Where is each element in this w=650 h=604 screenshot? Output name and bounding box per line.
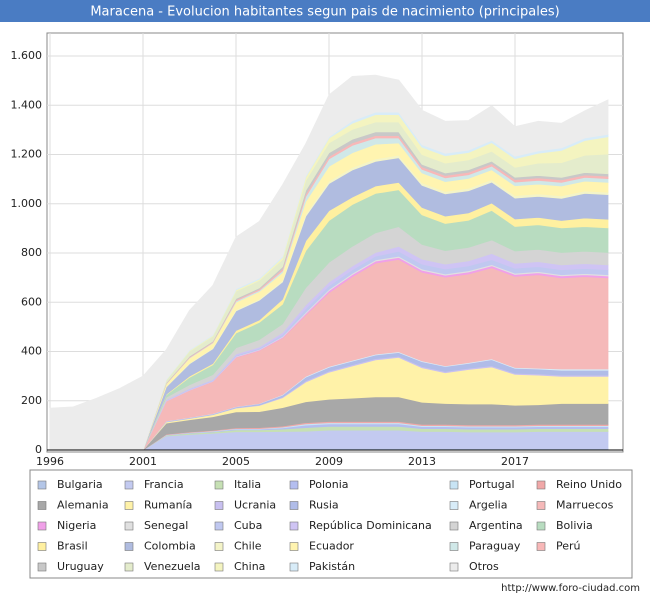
legend-label: Cuba — [234, 519, 262, 532]
legend-swatch — [536, 542, 546, 551]
x-tick-label: 2009 — [315, 455, 343, 468]
legend-label: Rusia — [309, 499, 339, 512]
legend-label: Perú — [556, 540, 581, 553]
legend-swatch — [536, 501, 546, 510]
legend-swatch — [37, 562, 47, 572]
x-tick-label: 2005 — [222, 455, 250, 468]
legend-swatch — [536, 521, 546, 531]
legend-label: Bolivia — [556, 519, 593, 532]
y-tick-label: 200 — [21, 394, 42, 407]
legend-label: Bulgaria — [57, 478, 103, 491]
legend-label: Rumanía — [144, 499, 192, 512]
legend-swatch — [449, 562, 459, 572]
legend-label: Venezuela — [144, 560, 201, 573]
legend-label: Uruguay — [57, 560, 104, 573]
x-tick-label: 2001 — [129, 455, 157, 468]
legend-label: Portugal — [469, 478, 515, 491]
y-tick-label: 1.000 — [11, 197, 43, 210]
legend-label: Chile — [234, 540, 262, 553]
area — [49, 74, 609, 451]
legend-label: Italia — [234, 478, 261, 491]
x-tick-label: 2017 — [501, 455, 529, 468]
legend-label: Brasil — [57, 540, 88, 553]
legend-swatch — [289, 521, 299, 531]
legend-swatch — [214, 542, 224, 551]
legend-label: Paraguay — [469, 540, 521, 553]
legend-swatch — [289, 480, 299, 490]
legend-swatch — [289, 501, 299, 510]
legend-swatch — [124, 521, 134, 531]
legend-swatch — [214, 521, 224, 531]
y-tick-label: 400 — [21, 345, 42, 358]
y-tick-label: 0 — [35, 443, 42, 456]
legend-swatch — [124, 542, 134, 551]
legend-label: Senegal — [144, 519, 188, 532]
legend-swatch — [37, 480, 47, 490]
legend-label: Pakistán — [309, 560, 355, 573]
legend-swatch — [289, 542, 299, 551]
source-url: http://www.foro-ciudad.com — [501, 583, 640, 594]
y-tick-label: 1.400 — [11, 98, 43, 111]
legend-swatch — [214, 562, 224, 572]
legend-swatch — [449, 501, 459, 510]
title-bar — [0, 0, 650, 22]
legend-label: Otros — [469, 560, 499, 573]
legend-swatch — [37, 542, 47, 551]
y-tick-label: 800 — [21, 246, 42, 259]
x-tick-label: 1996 — [36, 455, 64, 468]
legend-label: Argentina — [469, 519, 523, 532]
legend-label: Reino Unido — [556, 478, 622, 491]
legend-label: Alemania — [57, 499, 109, 512]
legend-label: Francia — [144, 478, 184, 491]
legend-label: Argelia — [469, 499, 507, 512]
chart-title: Maracena - Evolucion habitantes segun pa… — [90, 5, 559, 20]
legend-swatch — [449, 521, 459, 531]
legend-swatch — [449, 542, 459, 551]
legend-label: China — [234, 560, 265, 573]
legend-label: Ucrania — [234, 499, 276, 512]
x-tick-label: 2013 — [408, 455, 436, 468]
y-tick-label: 1.200 — [11, 148, 43, 161]
legend-label: República Dominicana — [309, 519, 432, 532]
y-tick-label: 1.600 — [11, 49, 43, 62]
legend-swatch — [37, 521, 47, 531]
legend-swatch — [536, 480, 546, 490]
legend-label: Polonia — [309, 478, 349, 491]
legend-swatch — [289, 562, 299, 572]
legend-swatch — [124, 480, 134, 490]
legend-label: Marruecos — [556, 499, 614, 512]
plot-frame — [46, 32, 624, 453]
legend-label: Colombia — [144, 540, 196, 553]
legend-swatch — [214, 501, 224, 510]
legend-label: Nigeria — [57, 519, 96, 532]
legend-swatch — [214, 480, 224, 490]
legend-swatch — [37, 501, 47, 510]
legend-label: Ecuador — [309, 540, 354, 553]
legend-swatch — [124, 501, 134, 510]
y-tick-label: 600 — [21, 295, 42, 308]
legend-swatch — [449, 480, 459, 490]
legend-swatch — [124, 562, 134, 572]
